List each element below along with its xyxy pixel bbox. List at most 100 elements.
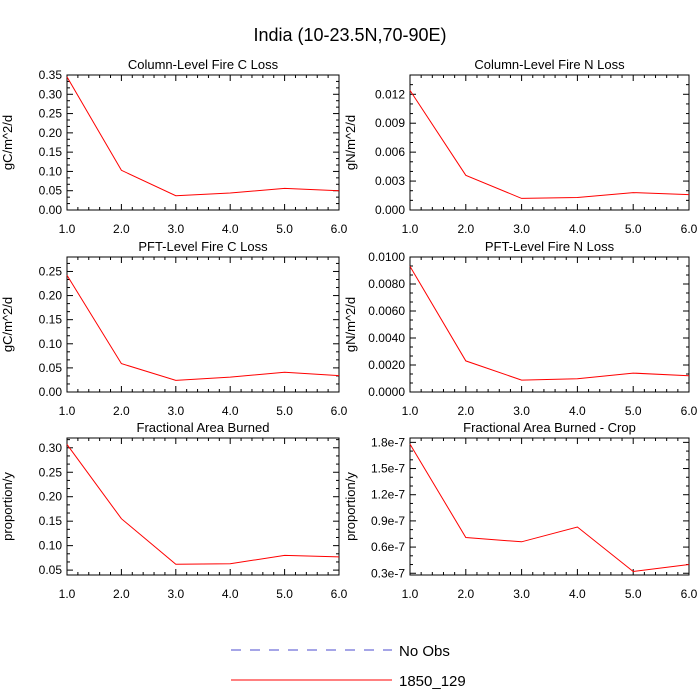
panel-6-x-tick-label: 4.0 xyxy=(569,587,586,601)
panel-1-x-tick-label: 3.0 xyxy=(167,222,184,236)
panel-2-title: Column-Level Fire N Loss xyxy=(474,57,625,72)
panel-6-y-tick-label: 0.9e-7 xyxy=(371,514,405,528)
panel-6-plot-frame xyxy=(409,437,690,576)
panel-1-y-tick-label: 0.15 xyxy=(39,145,63,159)
panel-6-y-tick-label: 1.2e-7 xyxy=(371,488,405,502)
panel-2-x-tick-label: 1.0 xyxy=(402,222,419,236)
panel-5-y-tick-label: 0.20 xyxy=(39,490,63,504)
panel-5-x-tick-label: 5.0 xyxy=(276,587,293,601)
panel-5-y-axis-label: proportion/y xyxy=(0,472,15,541)
panel-4-x-tick-label: 1.0 xyxy=(402,404,419,418)
panel-2-x-tick-label: 2.0 xyxy=(457,222,474,236)
panel-1-y-tick-label: 0.05 xyxy=(39,184,63,198)
panel-1-x-tick-label: 4.0 xyxy=(222,222,239,236)
panel-5-fractional-area-burned: Fractional Area Burned proportion/y 1.0 2.0… xyxy=(0,420,348,601)
panel-1-y-tick-label: 0.30 xyxy=(39,87,63,101)
panel-5-plot-frame xyxy=(66,437,340,576)
panel-2-x-tick-label: 3.0 xyxy=(513,222,530,236)
panel-2-y-tick-label: 0.000 xyxy=(375,203,405,217)
panel-1-x-tick-label: 1.0 xyxy=(59,222,76,236)
panel-4-y-tick-label: 0.0100 xyxy=(368,250,405,264)
panel-6-y-tick-label: 1.5e-7 xyxy=(371,462,405,476)
panel-1-x-tick-label: 5.0 xyxy=(276,222,293,236)
panel-5-y-tick-label: 0.10 xyxy=(39,539,63,553)
panel-3-title: PFT-Level Fire C Loss xyxy=(138,239,268,254)
panel-3-pft-level-fire-c-loss: PFT-Level Fire C Loss gC/m^2/d 1.0 2.0 3.0 4.… xyxy=(0,239,348,418)
panel-3-y-tick-label: 0.25 xyxy=(39,264,63,278)
figure-title: India (10-23.5N,70-90E) xyxy=(253,25,446,45)
panel-5-x-tick-label: 3.0 xyxy=(167,587,184,601)
panel-5-y-tick-label: 0.05 xyxy=(39,563,63,577)
panel-4-y-tick-label: 0.0080 xyxy=(368,277,405,291)
panel-4-x-tick-label: 5.0 xyxy=(625,404,642,418)
panel-1-y-tick-label: 0.10 xyxy=(39,164,63,178)
panel-6-x-tick-label: 1.0 xyxy=(402,587,419,601)
panel-2-x-tick-label: 6.0 xyxy=(681,222,698,236)
panel-4-y-tick-label: 0.0000 xyxy=(368,385,405,399)
panel-3-y-axis-label: gC/m^2/d xyxy=(0,297,15,352)
panel-1-y-tick-label: 0.00 xyxy=(39,203,63,217)
panel-1-column-level-fire-c-loss: Column-Level Fire C Loss gC/m^2/d 1.0 2.0 3.… xyxy=(0,57,348,236)
panel-2-x-tick-label: 5.0 xyxy=(625,222,642,236)
panel-3-x-tick-label: 1.0 xyxy=(59,404,76,418)
panel-5-x-tick-label: 6.0 xyxy=(331,587,348,601)
panel-6-x-tick-label: 6.0 xyxy=(681,587,698,601)
panel-3-x-tick-label: 2.0 xyxy=(113,404,130,418)
panel-4-x-tick-label: 2.0 xyxy=(457,404,474,418)
panel-3-y-tick-label: 0.20 xyxy=(39,289,63,303)
panel-3-plot-frame xyxy=(66,256,340,393)
legend-label-1850-129: 1850_129 xyxy=(399,673,466,690)
panel-5-x-tick-label: 2.0 xyxy=(113,587,130,601)
panel-grid: Column-Level Fire C Loss gC/m^2/d 1.0 2.0 3.… xyxy=(0,57,698,601)
panel-3-x-tick-label: 4.0 xyxy=(222,404,239,418)
panel-4-series-line-1850-129 xyxy=(409,266,690,381)
panel-4-x-tick-label: 4.0 xyxy=(569,404,586,418)
panel-2-y-tick-label: 0.006 xyxy=(375,145,405,159)
panel-5-y-tick-label: 0.30 xyxy=(39,441,63,455)
panel-6-x-tick-label: 3.0 xyxy=(513,587,530,601)
panel-4-y-tick-label: 0.0040 xyxy=(368,331,405,345)
panel-2-y-tick-label: 0.012 xyxy=(375,87,405,101)
panel-5-series-line-1850-129 xyxy=(66,444,340,565)
panel-4-y-axis-label: gN/m^2/d xyxy=(343,297,358,352)
panel-6-x-tick-label: 2.0 xyxy=(457,587,474,601)
panel-2-x-tick-label: 4.0 xyxy=(569,222,586,236)
panel-2-series-line-1850-129 xyxy=(409,90,690,199)
panel-1-series-line-1850-129 xyxy=(66,76,340,197)
panel-6-fractional-area-burned-crop: Fractional Area Burned - Crop proportion/… xyxy=(343,420,698,601)
panel-1-plot-frame xyxy=(66,74,340,211)
panel-3-x-tick-label: 6.0 xyxy=(331,404,348,418)
panel-3-x-tick-label: 5.0 xyxy=(276,404,293,418)
panel-3-y-tick-label: 0.05 xyxy=(39,361,63,375)
panel-2-y-tick-label: 0.009 xyxy=(375,116,405,130)
panel-3-x-tick-label: 3.0 xyxy=(167,404,184,418)
panel-1-title: Column-Level Fire C Loss xyxy=(128,57,279,72)
panel-1-y-tick-label: 0.20 xyxy=(39,126,63,140)
legend: No Obs 1850_129 xyxy=(231,643,466,690)
panel-6-y-tick-label: 0.6e-7 xyxy=(371,540,405,554)
panel-4-y-tick-label: 0.0020 xyxy=(368,358,405,372)
panel-6-y-tick-label: 0.3e-7 xyxy=(371,566,405,580)
panel-1-y-axis-label: gC/m^2/d xyxy=(0,115,15,170)
panel-3-series-line-1850-129 xyxy=(66,275,340,381)
panel-4-plot-frame xyxy=(409,256,690,393)
panel-4-x-tick-label: 6.0 xyxy=(681,404,698,418)
panel-2-y-tick-label: 0.003 xyxy=(375,174,405,188)
panel-1-x-tick-label: 2.0 xyxy=(113,222,130,236)
panel-4-title: PFT-Level Fire N Loss xyxy=(485,239,615,254)
panel-6-x-tick-label: 5.0 xyxy=(625,587,642,601)
panel-2-y-axis-label: gN/m^2/d xyxy=(343,115,358,170)
panel-4-pft-level-fire-n-loss: PFT-Level Fire N Loss gN/m^2/d 1.0 2.0 3.0 4.… xyxy=(343,239,698,418)
panel-4-y-tick-label: 0.0060 xyxy=(368,304,405,318)
panel-5-y-tick-label: 0.25 xyxy=(39,465,63,479)
panel-6-y-axis-label: proportion/y xyxy=(343,472,358,541)
panel-2-plot-frame xyxy=(409,74,690,211)
panel-6-title: Fractional Area Burned - Crop xyxy=(463,420,636,435)
legend-label-no-obs: No Obs xyxy=(399,643,450,660)
panel-1-y-tick-label: 0.35 xyxy=(39,68,63,82)
panel-5-y-tick-label: 0.15 xyxy=(39,514,63,528)
panel-1-x-tick-label: 6.0 xyxy=(331,222,348,236)
panel-5-title: Fractional Area Burned xyxy=(137,420,270,435)
panel-5-x-tick-label: 4.0 xyxy=(222,587,239,601)
panel-6-y-tick-label: 1.8e-7 xyxy=(371,435,405,449)
